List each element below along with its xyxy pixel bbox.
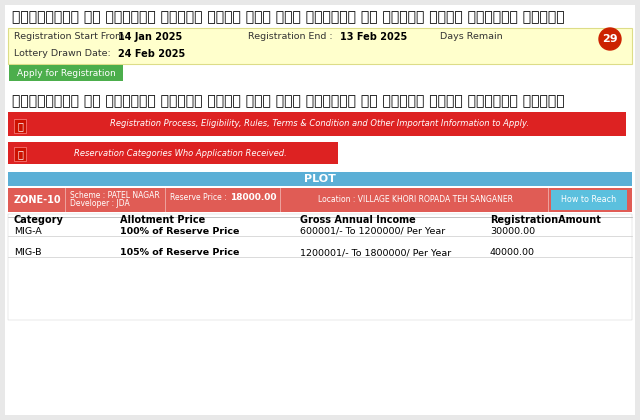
Text: 100% of Reserve Price: 100% of Reserve Price (120, 227, 239, 236)
Text: RegistrationAmount: RegistrationAmount (490, 215, 601, 225)
FancyBboxPatch shape (551, 190, 627, 210)
Text: How to Reach: How to Reach (561, 195, 616, 205)
FancyBboxPatch shape (8, 172, 632, 186)
Text: Gross Annual Income: Gross Annual Income (300, 215, 416, 225)
Text: 📄: 📄 (17, 149, 23, 159)
Text: Developer : JDA: Developer : JDA (70, 200, 130, 208)
Text: जिविप्रा की आवासीय योजना पटेल नगर में भूखंडो के आवंटन हेतु ऑनलाईन आवेदन: जिविप्रा की आवासीय योजना पटेल नगर में भू… (12, 94, 564, 108)
Text: Reserve Price :: Reserve Price : (170, 194, 227, 202)
Text: 18000.00: 18000.00 (230, 194, 276, 202)
Text: Registration End :: Registration End : (248, 32, 333, 41)
Text: 24 Feb 2025: 24 Feb 2025 (118, 49, 185, 59)
Text: 600001/- To 1200000/ Per Year: 600001/- To 1200000/ Per Year (300, 227, 445, 236)
Text: 13 Feb 2025: 13 Feb 2025 (340, 32, 407, 42)
Text: Registration Process, Eligibility, Rules, Terms & Condition and Other Important : Registration Process, Eligibility, Rules… (111, 120, 529, 129)
Text: 30000.00: 30000.00 (490, 227, 535, 236)
Text: Scheme : PATEL NAGAR: Scheme : PATEL NAGAR (70, 192, 160, 200)
FancyBboxPatch shape (8, 188, 632, 212)
FancyBboxPatch shape (8, 142, 338, 164)
FancyBboxPatch shape (8, 112, 626, 136)
Text: MIG-B: MIG-B (14, 248, 42, 257)
Text: MIG-A: MIG-A (14, 227, 42, 236)
Text: PLOT: PLOT (304, 174, 336, 184)
FancyBboxPatch shape (8, 214, 632, 320)
FancyBboxPatch shape (9, 65, 123, 81)
Text: Allotment Price: Allotment Price (120, 215, 205, 225)
FancyBboxPatch shape (5, 5, 635, 415)
Text: Location : VILLAGE KHORI ROPADA TEH SANGANER: Location : VILLAGE KHORI ROPADA TEH SANG… (317, 195, 513, 205)
Text: Lottery Drawn Date:: Lottery Drawn Date: (14, 50, 111, 58)
Text: 40000.00: 40000.00 (490, 248, 535, 257)
Text: Apply for Registration: Apply for Registration (17, 68, 115, 78)
Text: 📄: 📄 (17, 121, 23, 131)
Text: Reservation Categories Who Application Received.: Reservation Categories Who Application R… (74, 149, 286, 158)
Text: Registration Start From :: Registration Start From : (14, 32, 131, 41)
Text: 1200001/- To 1800000/ Per Year: 1200001/- To 1800000/ Per Year (300, 248, 451, 257)
FancyBboxPatch shape (14, 119, 26, 133)
Circle shape (599, 28, 621, 50)
FancyBboxPatch shape (14, 147, 26, 161)
Text: 29: 29 (602, 34, 618, 44)
Text: ZONE-10: ZONE-10 (13, 195, 61, 205)
Text: 14 Jan 2025: 14 Jan 2025 (118, 32, 182, 42)
Text: जिविप्रा की आवासीय योजना पटेल नगर में भूखंडो के आवंटन हेतु ऑनलाईन आवेदन: जिविप्रा की आवासीय योजना पटेल नगर में भू… (12, 10, 564, 24)
Text: 105% of Reserve Price: 105% of Reserve Price (120, 248, 239, 257)
Text: Days Remain: Days Remain (440, 32, 502, 41)
FancyBboxPatch shape (8, 28, 632, 64)
Text: Category: Category (14, 215, 64, 225)
